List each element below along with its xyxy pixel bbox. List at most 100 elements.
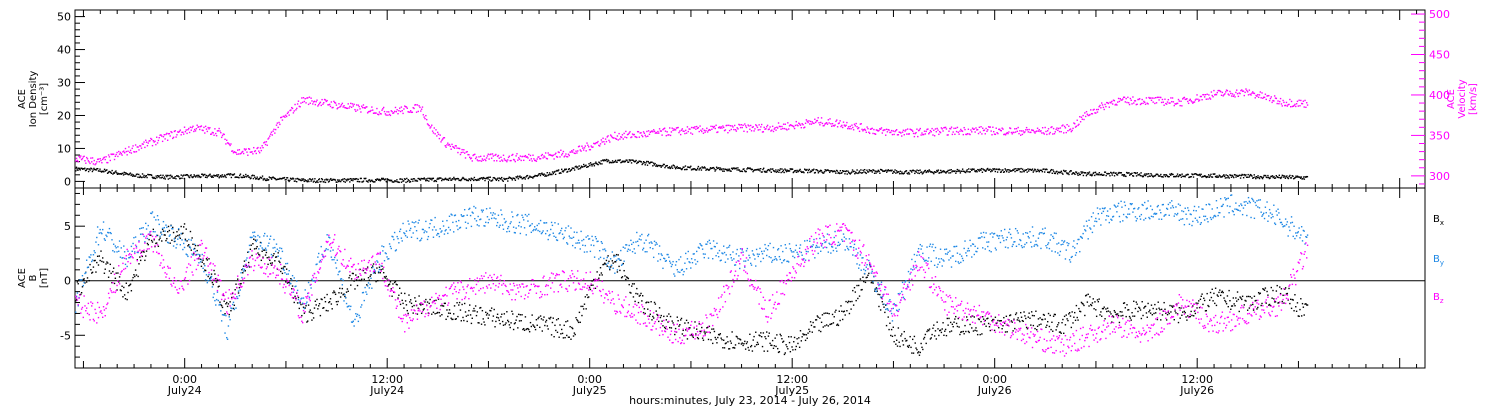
- velocity-point: [1256, 95, 1258, 97]
- density-point: [256, 176, 258, 178]
- velocity-point: [1306, 102, 1308, 104]
- bx-point: [395, 283, 398, 286]
- bx-point: [334, 291, 336, 294]
- velocity-point: [803, 127, 805, 129]
- density-point: [348, 178, 350, 180]
- bx-point: [999, 320, 1002, 322]
- density-point: [1277, 176, 1279, 179]
- density-point: [501, 176, 503, 179]
- bx-point: [838, 310, 840, 312]
- bx-point: [76, 281, 79, 283]
- velocity-point: [1107, 102, 1110, 105]
- density-point: [1170, 174, 1172, 176]
- bx-point: [284, 265, 286, 268]
- density-point: [724, 168, 726, 170]
- velocity-point: [1163, 104, 1165, 106]
- bx-point: [94, 259, 96, 262]
- bx-point: [210, 273, 213, 275]
- velocity-point: [643, 132, 646, 134]
- velocity-point: [101, 162, 103, 164]
- bx-point: [1258, 293, 1261, 295]
- density-point: [532, 176, 535, 178]
- velocity-point: [645, 135, 647, 138]
- bx-point: [1220, 291, 1223, 294]
- velocity-point: [283, 115, 285, 117]
- velocity-point: [431, 130, 434, 132]
- velocity-point: [856, 126, 858, 128]
- bx-point: [858, 295, 861, 297]
- bx-point: [965, 330, 967, 333]
- bx-point: [78, 279, 80, 281]
- bx-point: [1286, 292, 1289, 295]
- by-point: [352, 320, 354, 322]
- velocity-point: [1269, 97, 1272, 100]
- velocity-point: [1197, 98, 1199, 100]
- bx-point: [1261, 302, 1263, 305]
- by-point: [161, 233, 163, 236]
- density-point: [84, 169, 87, 172]
- velocity-point: [407, 111, 409, 113]
- density-point: [128, 173, 131, 175]
- bx-point: [700, 330, 702, 333]
- velocity-point: [475, 156, 478, 158]
- velocity-point: [968, 133, 970, 135]
- bx-point: [143, 251, 145, 253]
- density-point: [456, 178, 458, 180]
- density-point: [641, 163, 643, 166]
- bx-point: [556, 331, 559, 334]
- velocity-point: [322, 103, 324, 105]
- velocity-point: [512, 158, 515, 161]
- bx-point: [924, 333, 927, 336]
- velocity-point: [323, 98, 326, 101]
- density-point: [329, 178, 331, 181]
- velocity-point: [339, 105, 342, 107]
- velocity-point: [182, 131, 184, 134]
- density-point: [289, 177, 292, 180]
- density-point: [504, 178, 506, 181]
- density-point: [1262, 176, 1265, 178]
- density-point: [655, 165, 657, 167]
- velocity-point: [384, 113, 387, 115]
- bx-point: [491, 320, 494, 322]
- by-point: [145, 228, 148, 230]
- velocity-point: [673, 128, 675, 130]
- density-point: [644, 164, 646, 166]
- velocity-point: [349, 105, 351, 108]
- by-point: [108, 227, 111, 230]
- bx-point: [827, 325, 830, 327]
- velocity-point: [985, 127, 987, 130]
- velocity-point: [712, 126, 715, 129]
- bx-point: [471, 317, 473, 319]
- density-point: [881, 169, 883, 171]
- by-point: [107, 232, 110, 234]
- density-point: [277, 178, 280, 180]
- density-point: [854, 173, 856, 175]
- velocity-point: [170, 130, 172, 133]
- bx-point: [86, 277, 89, 279]
- velocity-point: [664, 130, 667, 132]
- density-point: [1097, 174, 1100, 176]
- bx-point: [197, 244, 199, 247]
- bx-point: [456, 302, 458, 304]
- velocity-point: [269, 133, 272, 135]
- density-point: [84, 167, 86, 169]
- bx-point: [1052, 330, 1054, 332]
- density-point: [205, 174, 208, 177]
- velocity-point: [523, 159, 525, 162]
- velocity-point: [755, 124, 757, 126]
- bx-point: [545, 319, 548, 322]
- velocity-point: [569, 151, 571, 153]
- density-point: [753, 169, 756, 171]
- density-point: [223, 176, 225, 178]
- velocity-point: [1229, 90, 1231, 93]
- bx-point: [206, 259, 209, 261]
- density-point: [892, 172, 894, 174]
- bx-point: [507, 321, 510, 323]
- bx-point: [1031, 314, 1034, 317]
- density-point: [1137, 174, 1139, 176]
- b-axis-title-line: B: [28, 274, 39, 281]
- density-point: [709, 167, 712, 169]
- velocity-point: [110, 153, 112, 155]
- density-point: [674, 167, 677, 170]
- velocity-point: [1261, 92, 1263, 94]
